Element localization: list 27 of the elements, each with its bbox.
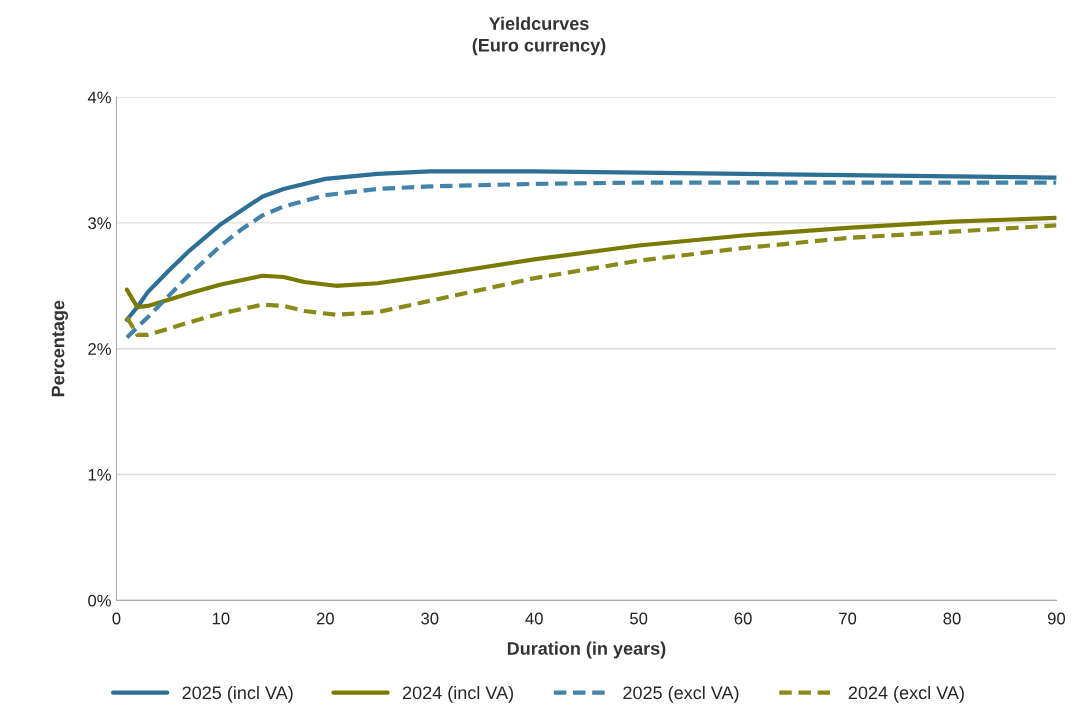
x-tick-label: 30 [421, 612, 439, 625]
x-tick-label: 50 [630, 612, 648, 625]
legend-label: 2025 (incl VA) [182, 685, 293, 703]
line-series [124, 215, 1057, 310]
legend-label: 2024 (excl VA) [848, 685, 964, 703]
y-tick-label: 2% [88, 343, 111, 355]
y-tick-label: 3% [88, 217, 111, 230]
line-series [124, 169, 1057, 322]
x-tick-label: 90 [1047, 612, 1066, 625]
x-tick-label: 20 [316, 612, 334, 625]
y-axis-title: Percentage [51, 300, 69, 397]
x-tick-label: 80 [943, 612, 961, 625]
line-series [124, 223, 1057, 337]
chart-subtitle: (Euro currency) [472, 38, 606, 56]
y-tick-label: 4% [87, 91, 111, 104]
x-tick-label: 70 [839, 612, 857, 625]
x-tick-label: 60 [734, 612, 752, 625]
x-axis-title: Duration (in years) [507, 641, 666, 659]
legend-label: 2024 (incl VA) [402, 685, 514, 703]
legend-label: 2025 (excl VA) [623, 685, 739, 703]
line-series [124, 180, 1057, 340]
y-tick-label: 1% [88, 469, 111, 481]
x-tick-label: 10 [212, 612, 230, 625]
x-tick-label: 0 [112, 612, 121, 625]
x-tick-label: 40 [525, 612, 543, 625]
y-tick-label: 0% [88, 594, 111, 607]
chart-title: Yieldcurves [488, 16, 589, 31]
